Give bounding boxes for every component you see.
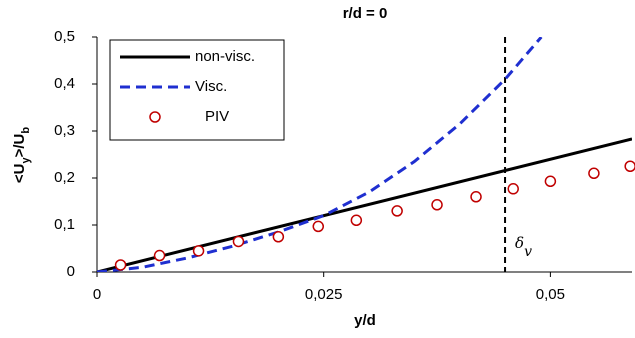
legend-label: PIV — [205, 108, 229, 125]
x-axis-label: y/d — [354, 312, 376, 329]
y-tick-label: 0,2 — [54, 169, 75, 186]
data-point — [192, 245, 205, 257]
annotation-sub: v — [524, 244, 532, 260]
data-point — [391, 205, 403, 217]
annotation-label: δv — [515, 234, 532, 260]
line-series — [97, 37, 543, 272]
y-tick-label: 0 — [67, 263, 75, 280]
data-point — [624, 160, 635, 172]
line-series — [97, 137, 632, 272]
data-point — [431, 199, 443, 211]
y-label-part: <U — [11, 164, 28, 184]
y-tick-label: 0,1 — [54, 216, 75, 233]
y-tick-label: 0,3 — [54, 122, 75, 139]
data-point — [312, 220, 325, 233]
data-point — [470, 191, 482, 203]
data-point — [232, 235, 245, 248]
legend-marker — [149, 111, 161, 123]
y-label-part: >/U — [11, 134, 28, 158]
y-label-part: b — [20, 127, 32, 134]
annotation-symbol: δ — [515, 234, 524, 252]
data-point — [272, 231, 285, 243]
chart-title: r/d = 0 — [343, 5, 388, 22]
data-point — [588, 167, 600, 180]
y-label-part: y — [20, 157, 32, 164]
x-tick-label: 0 — [93, 286, 101, 303]
y-tick-label: 0,4 — [54, 75, 75, 92]
data-point — [544, 175, 557, 188]
data-point — [153, 249, 166, 262]
legend-label: non-visc. — [195, 48, 255, 65]
y-axis-label: <Uy>/Ub — [11, 127, 32, 183]
legend-label: Visc. — [195, 78, 227, 95]
data-point — [350, 214, 363, 227]
x-tick-label: 0,025 — [305, 286, 343, 303]
data-point — [114, 259, 127, 271]
data-point — [507, 183, 519, 195]
x-tick-label: 0,05 — [536, 286, 565, 303]
y-tick-label: 0,5 — [54, 28, 75, 45]
